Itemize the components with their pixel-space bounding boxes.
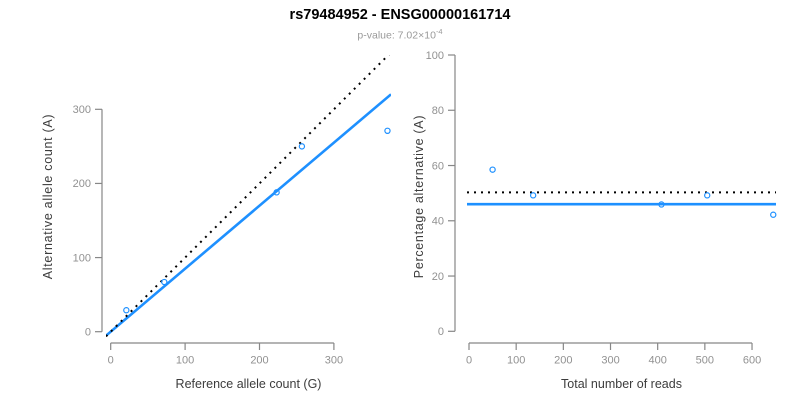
p-value-multiply-sign: × (418, 29, 425, 42)
x-tick-label: 300 (325, 355, 343, 367)
p-value-base: 10 (424, 29, 436, 42)
y-tick-label: 300 (73, 104, 91, 116)
p-value-mantissa: 7.02 (397, 29, 419, 42)
data-point (704, 192, 711, 199)
plot-title: rs79484952 - ENSG00000161714 (289, 7, 511, 23)
x-tick-label: 400 (649, 355, 667, 367)
data-point (658, 201, 665, 208)
data-point (123, 307, 130, 314)
y-tick-label: 40 (432, 216, 444, 228)
y-tick-label: 100 (73, 252, 91, 264)
y-tick-label: 80 (432, 105, 444, 117)
regression-line (106, 93, 391, 337)
x-tick-label: 200 (250, 355, 268, 367)
y-tick-label: 200 (73, 178, 91, 190)
y-axis-title: Percentage alternative (A) (412, 115, 426, 278)
x-tick-label: 500 (696, 355, 714, 367)
x-tick-label: 600 (743, 355, 761, 367)
y-tick-label: 60 (432, 160, 444, 172)
p-value-subtitle: p-value: 7.02×10-4 (0, 27, 800, 42)
data-point (273, 189, 280, 196)
p-value-label: p-value: (357, 29, 395, 42)
x-axis-title: Reference allele count (G) (176, 377, 322, 391)
data-point (161, 278, 168, 286)
data-point (489, 166, 496, 173)
data-point (770, 211, 777, 218)
data-point (298, 143, 306, 150)
x-tick-label: 200 (554, 355, 572, 367)
x-axis-title: Total number of reads (561, 377, 682, 391)
x-tick-label: 100 (176, 355, 194, 367)
x-tick-label: 0 (108, 355, 114, 367)
percentage-alternative-scatter-plot: 0 20 40 60 80 100 0 100 200 300 400 500 600 Total num… (412, 50, 777, 391)
p-value-exponent: -4 (435, 27, 443, 36)
y-tick-label: 100 (426, 50, 444, 62)
x-tick-label: 0 (466, 355, 472, 367)
data-point (529, 192, 537, 199)
y-axis-title: Alternative allele count (A) (41, 114, 55, 280)
data-point (384, 127, 391, 135)
y-tick-label: 0 (438, 326, 444, 338)
x-tick-label: 100 (507, 355, 525, 367)
y-tick-label: 20 (432, 271, 444, 283)
identity-line (106, 55, 390, 338)
x-tick-label: 300 (601, 355, 619, 367)
y-tick-label: 0 (85, 327, 91, 339)
